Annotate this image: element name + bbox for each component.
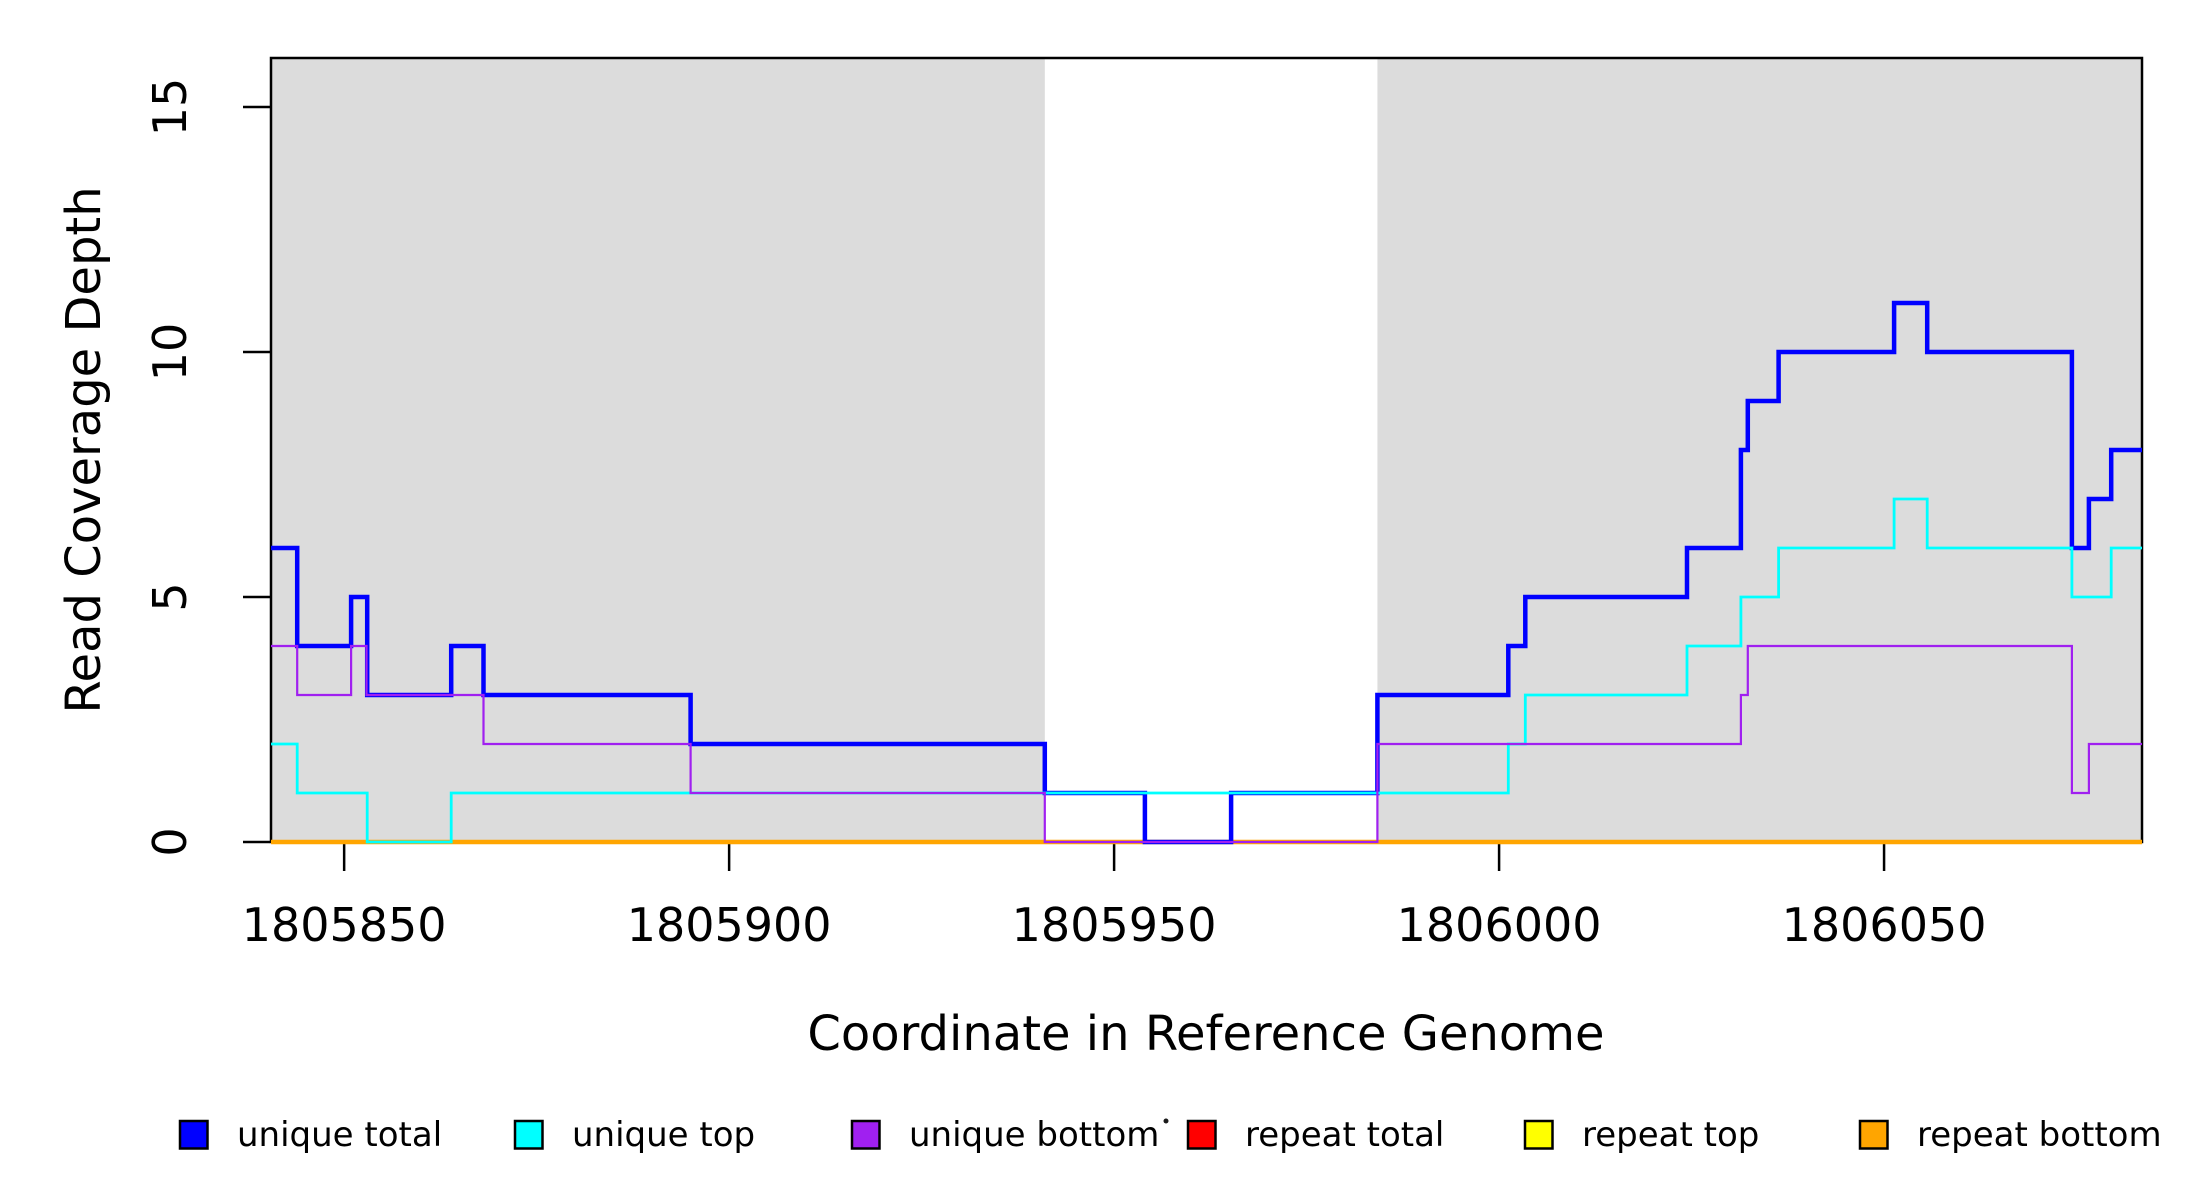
x-tick-label: 1806050 — [1782, 898, 1987, 952]
x-axis-title: Coordinate in Reference Genome — [807, 1006, 1604, 1062]
series-lines — [271, 300, 2142, 845]
y-axis: 0 5 10 15 — [143, 78, 270, 857]
legend-item-repeat-total: repeat total — [1186, 1115, 1444, 1155]
x-tick-label: 1805950 — [1012, 898, 1217, 952]
x-tick-label: 1805900 — [627, 898, 832, 952]
legend-item-label: repeat total — [1245, 1115, 1444, 1155]
x-tick-label: 1805850 — [242, 898, 447, 952]
mappability-band — [1377, 58, 2142, 842]
y-tick-label: 10 — [143, 323, 197, 382]
legend-swatch — [1523, 1119, 1554, 1150]
legend-swatch — [513, 1119, 544, 1150]
series-line-unique-top — [271, 497, 2142, 844]
legend-swatch — [1858, 1119, 1889, 1150]
y-tick-label: 5 — [143, 582, 197, 611]
legend-item-repeat-bottom: repeat bottom — [1858, 1115, 2162, 1155]
x-axis: 1805850 1805900 1805950 1806000 1806050 — [242, 843, 1987, 952]
y-axis-title: Read Coverage Depth — [56, 186, 112, 713]
legend-swatch — [850, 1119, 881, 1150]
series-line-unique-bottom — [271, 644, 2142, 844]
mappability-band — [271, 58, 1045, 842]
legend-item-unique-bottom: unique bottom — [850, 1115, 1159, 1155]
stray-dot — [1163, 1118, 1169, 1124]
legend: unique total unique top unique bottom repea… — [178, 1115, 2162, 1155]
legend-swatch — [178, 1119, 209, 1150]
legend-item-label: repeat bottom — [1917, 1115, 2162, 1155]
y-tick-label: 15 — [143, 78, 197, 137]
legend-item-unique-top: unique top — [513, 1115, 755, 1155]
series-line-unique-total — [271, 300, 2142, 845]
y-tick-label: 0 — [143, 827, 197, 856]
legend-item-unique-total: unique total — [178, 1115, 442, 1155]
legend-item-label: unique total — [237, 1115, 442, 1155]
legend-item-repeat-top: repeat top — [1523, 1115, 1759, 1155]
mappability-bands — [271, 58, 2142, 842]
legend-item-label: unique top — [572, 1115, 755, 1155]
legend-item-label: unique bottom — [909, 1115, 1159, 1155]
x-tick-label: 1806000 — [1397, 898, 1602, 952]
legend-swatch — [1186, 1119, 1217, 1150]
legend-item-label: repeat top — [1582, 1115, 1759, 1155]
